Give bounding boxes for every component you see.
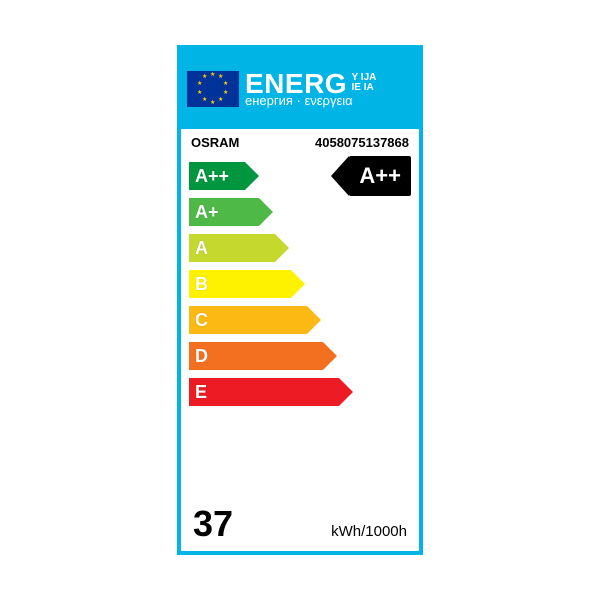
rating-arrow: A — [189, 234, 275, 262]
rating-label: D — [195, 346, 208, 367]
arrow-tip-icon — [259, 198, 273, 226]
energ-suffix: Y IJA IE IA — [352, 73, 377, 94]
arrow-tip-icon — [323, 342, 337, 370]
rating-label: A+ — [195, 202, 219, 223]
product-code: 4058075137868 — [315, 135, 409, 150]
energy-unit: kWh/1000h — [331, 523, 407, 540]
rating-chart: A++ A++ A+ ABCDE — [181, 154, 419, 414]
eu-flag-icon: ★ ★ ★ ★ ★ ★ ★ ★ ★ ★ — [187, 71, 239, 107]
rating-row: E — [189, 374, 419, 410]
arrow-tip-icon — [275, 234, 289, 262]
selected-tip-icon — [331, 156, 349, 196]
rating-arrow: B — [189, 270, 291, 298]
rating-label: C — [195, 310, 208, 331]
rating-arrow: C — [189, 306, 307, 334]
header: ★ ★ ★ ★ ★ ★ ★ ★ ★ ★ ENERG Y IJA IE IA ен… — [181, 49, 419, 129]
rating-arrow: A+ — [189, 198, 259, 226]
header-text: ENERG Y IJA IE IA енергия · ενεργεια — [245, 71, 376, 108]
rating-row: D — [189, 338, 419, 374]
arrow-tip-icon — [245, 162, 259, 190]
rating-arrow: A++ — [189, 162, 245, 190]
rating-row: B — [189, 266, 419, 302]
brand-row: OSRAM 4058075137868 — [181, 129, 419, 154]
rating-row: A++ A++ — [189, 158, 419, 194]
rating-label: A++ — [195, 166, 229, 187]
brand-name: OSRAM — [191, 135, 239, 150]
rating-arrow: E — [189, 378, 339, 406]
energy-label: ★ ★ ★ ★ ★ ★ ★ ★ ★ ★ ENERG Y IJA IE IA ен… — [177, 45, 423, 555]
selected-rating-badge: A++ — [331, 156, 411, 196]
energy-value: 37 — [193, 503, 233, 545]
rating-row: C — [189, 302, 419, 338]
rating-row: A+ — [189, 194, 419, 230]
rating-label: A — [195, 238, 208, 259]
selected-rating-label: A++ — [349, 156, 411, 196]
arrow-tip-icon — [291, 270, 305, 298]
arrow-tip-icon — [339, 378, 353, 406]
rating-row: A — [189, 230, 419, 266]
rating-label: E — [195, 382, 207, 403]
rating-arrow: D — [189, 342, 323, 370]
rating-label: B — [195, 274, 208, 295]
arrow-tip-icon — [307, 306, 321, 334]
footer: 37 kWh/1000h — [181, 503, 419, 545]
